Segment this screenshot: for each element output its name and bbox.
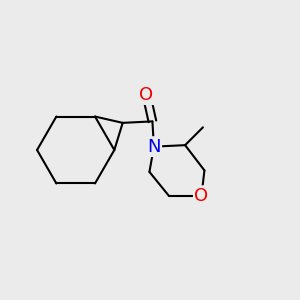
Text: N: N bbox=[147, 138, 161, 156]
Text: O: O bbox=[140, 85, 154, 103]
Text: O: O bbox=[194, 187, 208, 205]
